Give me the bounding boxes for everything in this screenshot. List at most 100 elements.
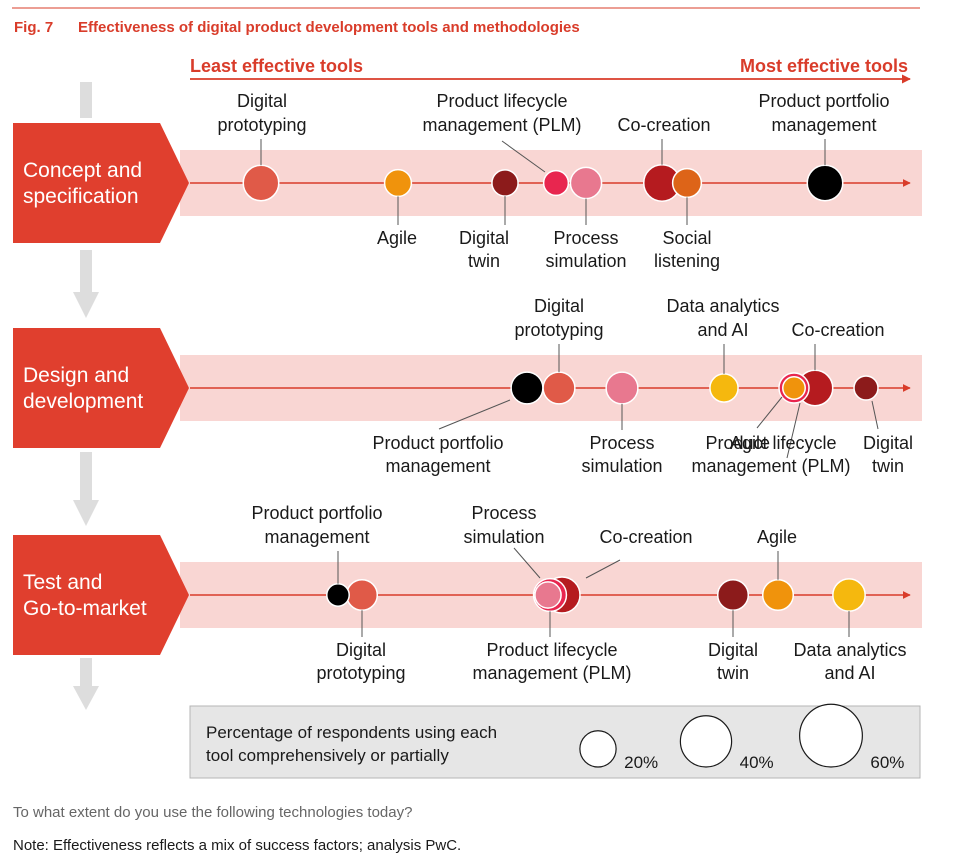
stage-label-box	[13, 328, 189, 448]
bubble	[383, 168, 413, 198]
tool-label: simulation	[581, 456, 662, 476]
stage-label-box	[13, 123, 189, 243]
bubble	[326, 583, 350, 607]
tool-label: Co-creation	[791, 320, 884, 340]
tool-label: Data analytics	[793, 640, 906, 660]
bubble	[569, 166, 603, 200]
flow-arrow-head	[73, 686, 99, 710]
tool-label: Agile	[377, 228, 417, 248]
tool-label: listening	[654, 251, 720, 271]
figure-label: Fig. 7	[14, 19, 53, 36]
tool-label: management (PLM)	[691, 456, 850, 476]
leader-line	[786, 402, 801, 459]
tool-label: and AI	[824, 663, 875, 683]
leader-line	[585, 559, 621, 579]
tool-label: Agile	[757, 527, 797, 547]
tool-label: Product portfolio	[758, 91, 889, 111]
stage-label-line: specification	[23, 185, 139, 208]
legend-bubble	[679, 715, 733, 768]
tool-label: Social	[662, 228, 711, 248]
tool-label: management	[385, 456, 490, 476]
tool-label: prototyping	[316, 663, 405, 683]
flow-arrow-segment	[80, 250, 92, 294]
stage-label-line: Go-to-market	[23, 597, 147, 620]
leader-line	[513, 547, 541, 579]
leader-line	[756, 396, 783, 429]
legend-title-line: Percentage of respondents using each	[206, 723, 497, 742]
tool-label: Process	[553, 228, 618, 248]
axis-left-label: Least effective tools	[190, 56, 363, 76]
stage-label-line: Design and	[23, 364, 129, 387]
flow-arrow-head	[73, 500, 99, 526]
bubble	[782, 376, 806, 400]
bubble	[510, 371, 544, 405]
tool-label: twin	[468, 251, 500, 271]
axis-right-label: Most effective tools	[740, 56, 908, 76]
bubble	[542, 169, 570, 197]
tool-label: management	[771, 115, 876, 135]
legend-title-line: tool comprehensively or partially	[206, 746, 449, 765]
stage-label-line: development	[23, 390, 143, 413]
legend-label: 20%	[624, 753, 658, 772]
legend-title: Percentage of respondents using each too…	[206, 723, 502, 765]
bubble	[345, 578, 379, 612]
tool-label: Product lifecycle	[436, 91, 567, 111]
legend-label: 60%	[870, 753, 904, 772]
leader-line	[438, 399, 511, 430]
tool-label: Process	[589, 433, 654, 453]
tool-label: Product lifecycle	[705, 433, 836, 453]
bubble	[671, 167, 703, 199]
stage-row: Test and Go-to-market Product portfolio man…	[13, 503, 922, 683]
tool-label: Agile	[730, 433, 770, 453]
stage-row: Concept and specification Digital prototypi…	[13, 91, 922, 271]
tool-label: prototyping	[217, 115, 306, 135]
tool-label: simulation	[545, 251, 626, 271]
tool-label: twin	[717, 663, 749, 683]
tool-label: Co-creation	[617, 115, 710, 135]
tool-label: simulation	[463, 527, 544, 547]
footer-note: Note: Effectiveness reflects a mix of su…	[13, 837, 461, 854]
tool-label: Digital	[708, 640, 758, 660]
tool-label: prototyping	[514, 320, 603, 340]
tool-label: Product portfolio	[251, 503, 382, 523]
stage-label-line: Test and	[23, 571, 102, 594]
flow-arrow-head	[73, 292, 99, 318]
leader-line	[501, 140, 546, 173]
tool-label: Process	[471, 503, 536, 523]
bubble	[806, 164, 844, 202]
legend-box	[189, 705, 921, 779]
tool-label: and AI	[697, 320, 748, 340]
process-flow-arrows	[73, 82, 99, 710]
footer-question: To what extent do you use the following …	[13, 804, 412, 821]
bubble	[853, 375, 879, 401]
tool-label: twin	[872, 456, 904, 476]
flow-arrow-segment	[80, 658, 92, 688]
stage-label-line: Concept and	[23, 159, 142, 182]
legend-label: 40%	[740, 753, 774, 772]
bubble	[716, 578, 750, 612]
bubble	[534, 581, 562, 609]
tool-label: management (PLM)	[472, 663, 631, 683]
stage-row: Design and development Product portfolio ma…	[13, 296, 922, 476]
legend-bubble	[799, 703, 863, 768]
flow-arrow-segment	[80, 82, 92, 118]
tool-label: Digital	[534, 296, 584, 316]
bubble	[761, 578, 795, 612]
tool-label: Digital	[336, 640, 386, 660]
stage-label-box	[13, 535, 189, 655]
bubble	[542, 371, 576, 405]
legend: Percentage of respondents using each too…	[189, 703, 921, 779]
tool-label: Digital	[459, 228, 509, 248]
flow-arrow-segment	[80, 452, 92, 502]
tool-label: Co-creation	[599, 527, 692, 547]
bubble	[242, 164, 280, 202]
legend-bubble	[579, 730, 617, 768]
bubble	[709, 373, 739, 403]
tool-label: Data analytics	[666, 296, 779, 316]
bubble	[832, 578, 866, 612]
tool-label: Product lifecycle	[486, 640, 617, 660]
tool-label: management	[264, 527, 369, 547]
bubble	[491, 169, 519, 197]
leader-line	[871, 400, 879, 430]
